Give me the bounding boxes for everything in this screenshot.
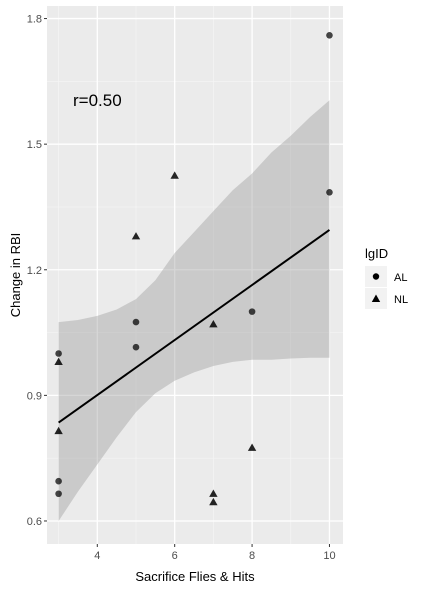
y-tick-label: 1.8: [27, 14, 42, 26]
x-tick-label: 8: [249, 550, 255, 562]
x-tick-label: 6: [172, 550, 178, 562]
data-point-nl: [209, 497, 218, 506]
legend-label-al: AL: [394, 272, 407, 284]
y-axis-ticks: 0.6 0.9 1.2 1.5 1.8: [27, 14, 47, 528]
data-point-nl: [209, 489, 218, 497]
data-point-al: [326, 189, 333, 196]
regression-line: [58, 229, 331, 424]
legend-label-nl: NL: [394, 294, 408, 306]
minor-gridlines: [47, 6, 343, 544]
data-point-al: [132, 318, 140, 326]
confidence-band: [58, 100, 330, 521]
data-point-al: [132, 343, 140, 351]
y-axis-title: Change in RBI: [8, 233, 23, 318]
legend-key-nl: [371, 294, 381, 302]
x-tick-label: 10: [323, 550, 335, 562]
data-point-nl: [54, 426, 63, 435]
major-gridlines: [47, 6, 343, 544]
data-point-al: [55, 350, 62, 357]
y-tick-label: 0.6: [27, 516, 42, 528]
legend: lgID AL NL: [365, 246, 408, 309]
data-point-nl: [131, 232, 141, 240]
data-point-al: [248, 308, 256, 315]
legend-title: lgID: [365, 246, 388, 261]
correlation-annotation: r=0.50: [73, 91, 122, 110]
data-point-nl: [170, 171, 179, 179]
data-point-al: [326, 32, 333, 39]
y-tick-label: 1.5: [27, 139, 42, 151]
data-points: [54, 32, 333, 506]
y-tick-label: 1.2: [27, 265, 42, 277]
data-point-nl: [54, 357, 63, 366]
x-tick-label: 4: [94, 550, 100, 562]
legend-key-al: [372, 273, 380, 280]
x-axis-title: Sacrifice Flies & Hits: [135, 569, 255, 584]
y-tick-label: 0.9: [27, 390, 42, 402]
data-point-nl: [247, 443, 257, 451]
x-axis-ticks: 4 6 8 10: [94, 544, 336, 562]
plot-panel: [47, 6, 343, 544]
data-point-nl: [209, 319, 218, 328]
data-point-al: [55, 490, 62, 498]
data-point-al: [55, 477, 62, 485]
